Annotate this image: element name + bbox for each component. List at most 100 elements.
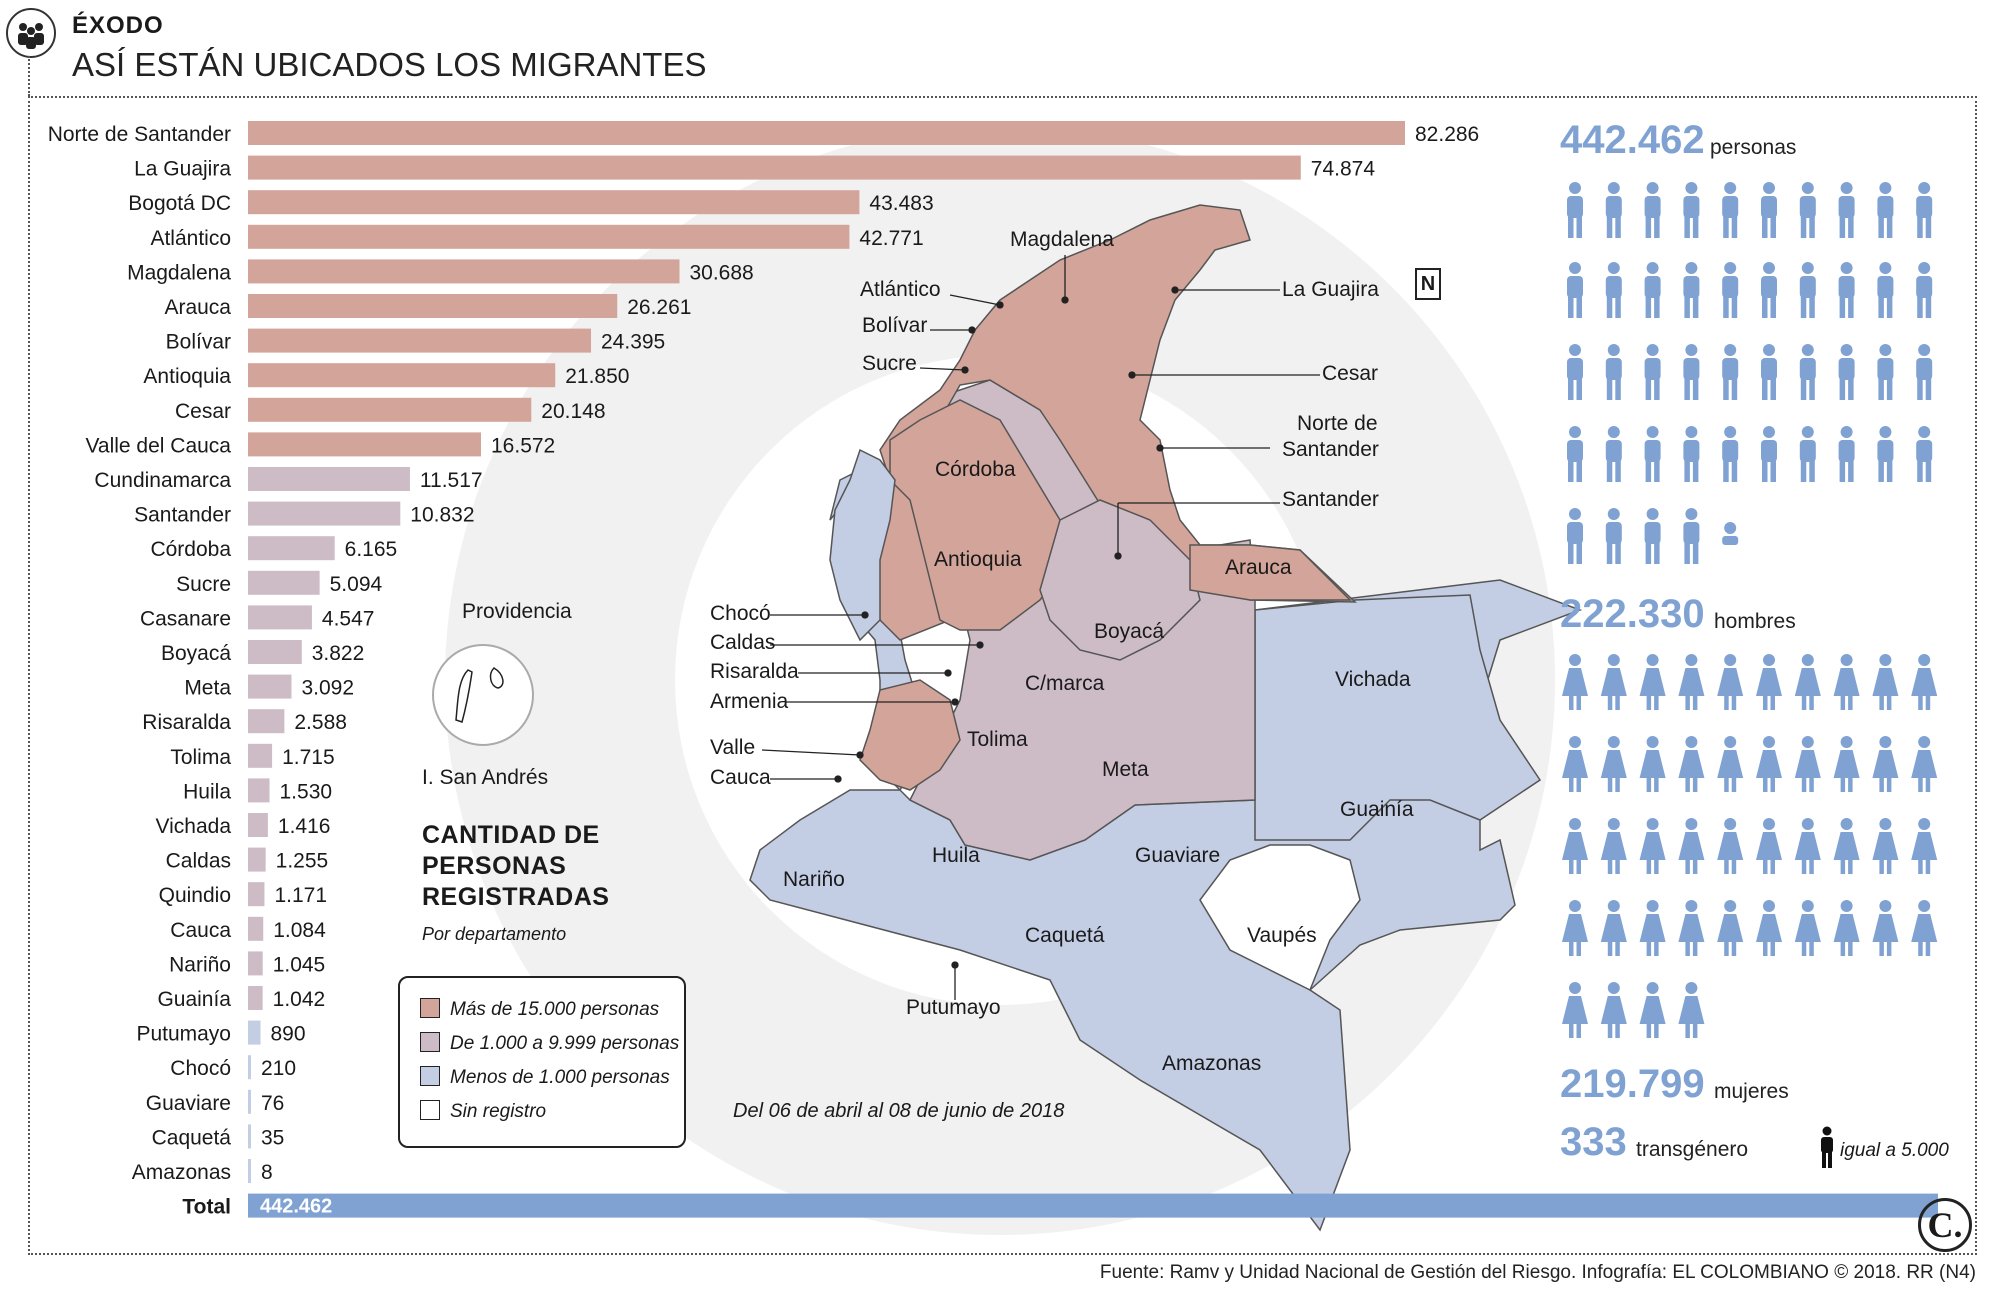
woman-icon bbox=[1911, 736, 1938, 792]
map-label-cordoba: Córdoba bbox=[935, 458, 1016, 481]
man-icon bbox=[1722, 426, 1739, 482]
legend: Más de 15.000 personas De 1.000 a 9.999 … bbox=[398, 976, 686, 1148]
woman-icon bbox=[1639, 982, 1666, 1038]
woman-icon bbox=[1562, 818, 1588, 874]
legend-item-mid: De 1.000 a 9.999 personas bbox=[420, 1032, 679, 1055]
date-range: Del 06 de abril al 08 de junio de 2018 bbox=[733, 1100, 1065, 1122]
man-icon bbox=[1761, 182, 1777, 238]
man-icon bbox=[1838, 426, 1855, 482]
man-icon bbox=[1722, 344, 1739, 400]
value-label: 16.572 bbox=[491, 434, 555, 457]
value-label: 74.874 bbox=[1311, 158, 1376, 181]
woman-icon bbox=[1678, 654, 1705, 710]
chart-frame bbox=[28, 96, 1977, 1255]
man-icon bbox=[1799, 182, 1816, 238]
category-label: Magdalena bbox=[127, 261, 231, 284]
category-label: La Guajira bbox=[134, 158, 231, 181]
men-count-label: hombres bbox=[1714, 610, 1796, 633]
map-label-boyaca: Boyacá bbox=[1094, 620, 1165, 643]
category-label: Caquetá bbox=[152, 1126, 232, 1149]
value-label: 1.084 bbox=[273, 919, 326, 942]
woman-icon bbox=[1717, 736, 1744, 792]
bar-2 bbox=[248, 190, 860, 215]
value-label: 43.483 bbox=[869, 192, 933, 215]
man-icon bbox=[1644, 508, 1661, 564]
bar-16 bbox=[248, 674, 292, 699]
chart-subtitle-note: Por departamento bbox=[422, 924, 567, 944]
category-label: Quindio bbox=[159, 884, 231, 907]
man-icon bbox=[1761, 426, 1777, 482]
bar-21 bbox=[248, 847, 266, 872]
woman-icon bbox=[1717, 818, 1744, 874]
bar-28 bbox=[248, 1089, 251, 1114]
category-label: Boyacá bbox=[161, 642, 231, 665]
map-label-guainia: Guainía bbox=[1340, 798, 1414, 821]
islands-inset bbox=[432, 644, 534, 746]
man-icon bbox=[1877, 182, 1894, 238]
man-icon bbox=[1799, 262, 1816, 318]
value-label: 8 bbox=[261, 1161, 273, 1184]
category-label: Sucre bbox=[176, 573, 231, 596]
bar-22 bbox=[248, 882, 265, 907]
woman-icon bbox=[1794, 900, 1821, 956]
man-icon bbox=[1722, 182, 1739, 238]
man-icon bbox=[1877, 344, 1894, 400]
bar-9 bbox=[248, 432, 482, 457]
map-label-putumayo: Putumayo bbox=[906, 996, 1001, 1019]
man-icon bbox=[1761, 262, 1777, 318]
man-icon bbox=[1683, 508, 1700, 564]
map-label-vichada: Vichada bbox=[1335, 668, 1411, 691]
man-icon bbox=[1722, 262, 1739, 318]
value-label: 1.042 bbox=[273, 988, 326, 1011]
legend-swatch bbox=[420, 1100, 440, 1120]
total-count-label: personas bbox=[1710, 136, 1797, 159]
category-label: Guaviare bbox=[146, 1092, 231, 1115]
value-label: 2.588 bbox=[294, 711, 347, 734]
bar-7 bbox=[248, 363, 556, 388]
category-label: Amazonas bbox=[132, 1161, 231, 1184]
woman-icon bbox=[1794, 654, 1821, 710]
bar-12 bbox=[248, 536, 335, 561]
map-label-santander: Santander bbox=[1282, 488, 1379, 511]
woman-icon bbox=[1562, 982, 1588, 1038]
region-arauca bbox=[1189, 544, 1352, 601]
woman-icon bbox=[1600, 654, 1627, 710]
unit-person-icon bbox=[1821, 1126, 1833, 1168]
woman-icon bbox=[1600, 982, 1627, 1038]
woman-icon bbox=[1600, 736, 1627, 792]
value-label: 4.547 bbox=[322, 607, 375, 630]
woman-icon bbox=[1678, 982, 1705, 1038]
bar-1 bbox=[248, 155, 1301, 180]
woman-icon bbox=[1600, 818, 1627, 874]
woman-icon bbox=[1678, 818, 1705, 874]
man-icon bbox=[1838, 344, 1855, 400]
north-label: N bbox=[1420, 273, 1436, 295]
woman-icon bbox=[1872, 736, 1899, 792]
map-label-norte1: Norte de bbox=[1297, 412, 1378, 435]
map-label-guaviare: Guaviare bbox=[1135, 844, 1221, 867]
legend-swatch bbox=[420, 1066, 440, 1086]
woman-icon bbox=[1794, 736, 1821, 792]
woman-icon bbox=[1756, 818, 1782, 874]
man-icon bbox=[1683, 426, 1700, 482]
man-icon bbox=[1838, 182, 1855, 238]
region-vaupes bbox=[1199, 844, 1361, 992]
legend-label: De 1.000 a 9.999 personas bbox=[450, 1033, 680, 1054]
sanandres-label: I. San Andrés bbox=[422, 766, 549, 789]
value-label: 24.395 bbox=[601, 331, 665, 354]
map-label-guajira: La Guajira bbox=[1282, 278, 1379, 301]
man-icon bbox=[1605, 426, 1622, 482]
map-label-caldas: Caldas bbox=[710, 631, 776, 654]
category-label: Caldas bbox=[166, 850, 231, 873]
value-label: 5.094 bbox=[330, 573, 383, 596]
map-label-armenia: Armenia bbox=[710, 690, 789, 713]
legend-label: Más de 15.000 personas bbox=[450, 999, 660, 1020]
value-label: 3.822 bbox=[312, 642, 365, 665]
woman-icon bbox=[1872, 900, 1899, 956]
map-label-tolima: Tolima bbox=[967, 728, 1028, 751]
man-icon bbox=[1838, 262, 1855, 318]
category-label: Vichada bbox=[155, 815, 231, 838]
men-count: 222.330 bbox=[1560, 592, 1705, 636]
region-valle bbox=[859, 679, 961, 791]
